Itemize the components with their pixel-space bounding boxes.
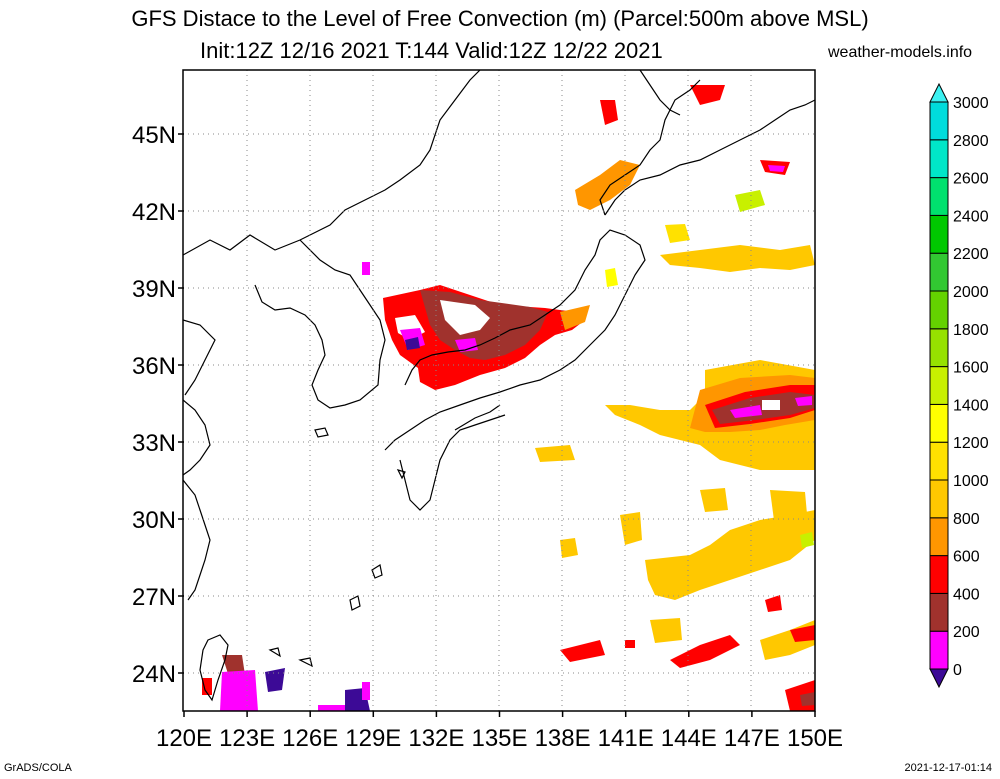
lon-tick-label: 144E (661, 725, 717, 752)
colorbar-segment (929, 177, 949, 216)
colorbar-segment (929, 366, 949, 405)
lat-tick-label: 24N (132, 661, 176, 688)
colorbar-segment (929, 328, 949, 368)
colorbar-label: 400 (953, 586, 980, 603)
colorbar-segment (929, 592, 949, 632)
colorbar-label: 2000 (953, 284, 989, 301)
lat-tick-label: 39N (132, 276, 176, 303)
colorbar-label: 1000 (953, 473, 989, 490)
colorbar-segment (929, 101, 949, 141)
map-subtitle: Init:12Z 12/16 2021 T:144 Valid:12Z 12/2… (200, 38, 663, 63)
colorbar-max-triangle (929, 82, 949, 103)
lat-tick-label: 42N (132, 199, 176, 226)
coastlines (183, 70, 815, 702)
colorbar-min-triangle (929, 668, 949, 689)
site-label[interactable]: weather-models.info (828, 44, 973, 61)
lat-tick-label: 27N (132, 584, 176, 611)
colorbar-segment (929, 252, 949, 292)
colorbar-label: 1800 (953, 322, 989, 339)
lat-tick-label: 45N (132, 122, 176, 149)
colorbar (929, 82, 949, 689)
lon-tick-label: 126E (282, 725, 338, 752)
colorbar-label: 800 (953, 511, 980, 528)
lat-tick-label: 36N (132, 353, 176, 380)
lon-tick-label: 135E (471, 725, 527, 752)
lon-tick-label: 123E (219, 725, 275, 752)
colorbar-label: 1600 (953, 360, 989, 377)
colorbar-label: 0 (953, 662, 962, 679)
colorbar-label: 2400 (953, 208, 989, 225)
colorbar-label: 3000 (953, 95, 989, 112)
colorbar-label: 2200 (953, 246, 989, 263)
lon-tick-label: 141E (598, 725, 654, 752)
lon-tick-label: 120E (156, 725, 212, 752)
lat-tick-label: 33N (132, 430, 176, 457)
lon-tick-label: 147E (724, 725, 780, 752)
longitude-axis: 120E 123E 126E 129E 132E 135E 138E 141E 144E 147E… (156, 725, 843, 752)
colorbar-segment (929, 214, 949, 254)
colorbar-label: 1400 (953, 397, 989, 414)
lat-tick-label: 30N (132, 507, 176, 534)
colorbar-label: 600 (953, 549, 980, 566)
footer-timestamp: 2021-12-17-01:14 (904, 762, 992, 774)
axis-ticks (178, 133, 816, 717)
colorbar-label: 2600 (953, 171, 989, 188)
colorbar-segment (929, 630, 949, 670)
colorbar-label: 200 (953, 624, 980, 641)
map-title: GFS Distace to the Level of Free Convect… (131, 6, 869, 31)
colorbar-segment (929, 290, 949, 330)
colorbar-segment (929, 479, 949, 519)
colorbar-label: 1200 (953, 435, 989, 452)
colorbar-labels: 0 200 400 600 800 1000 1200 1400 1600 1800 2000 220… (953, 95, 989, 679)
colorbar-segment (929, 139, 949, 179)
colorbar-segment (929, 403, 949, 443)
lon-tick-label: 129E (345, 725, 401, 752)
lfc-field (202, 85, 815, 711)
footer-software: GrADS/COLA (4, 762, 72, 774)
colorbar-segment (929, 517, 949, 557)
lon-tick-label: 138E (535, 725, 591, 752)
colorbar-label: 2800 (953, 133, 989, 150)
lon-tick-label: 150E (787, 725, 843, 752)
colorbar-segment (929, 441, 949, 481)
graticule (183, 70, 815, 711)
lon-tick-label: 132E (408, 725, 464, 752)
colorbar-segment (929, 555, 949, 594)
latitude-axis: 45N 42N 39N 36N 33N 30N 27N 24N (132, 122, 176, 688)
